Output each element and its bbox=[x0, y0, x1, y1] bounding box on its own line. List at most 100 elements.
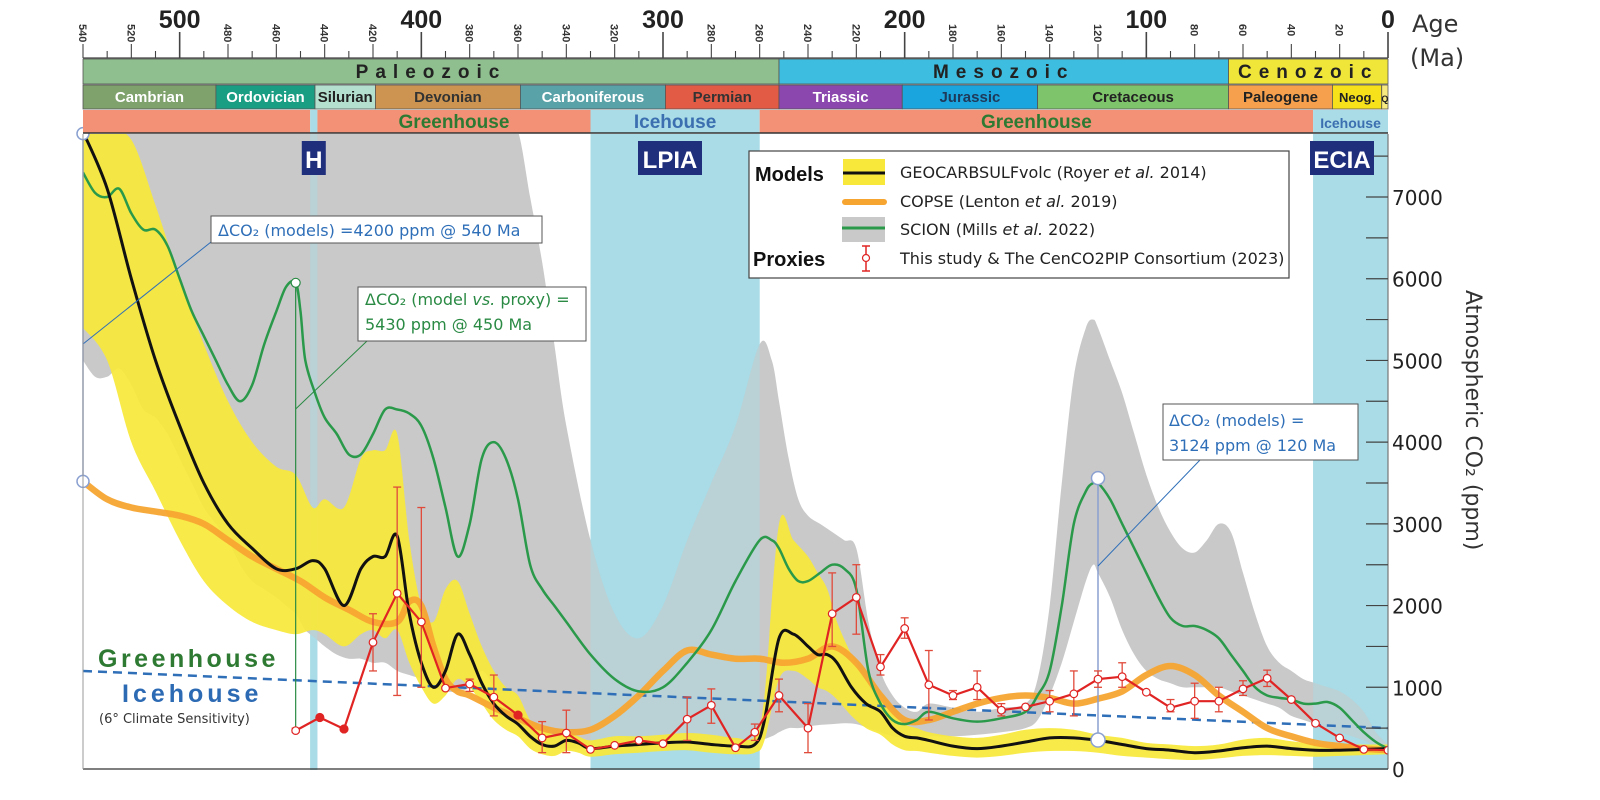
x-minor-tick-label: 220 bbox=[849, 24, 861, 42]
proxy-point bbox=[774, 691, 784, 700]
period-ordovician bbox=[215, 84, 316, 110]
proxy-point bbox=[392, 588, 402, 598]
x-major-tick-label: 300 bbox=[642, 6, 684, 34]
proxy-point bbox=[1141, 687, 1151, 697]
x-axis-title-line2: (Ma) bbox=[1410, 44, 1464, 72]
climate-sensitivity-label: (6° Climate Sensitivity) bbox=[99, 712, 250, 727]
x-minor-tick-label: 340 bbox=[559, 24, 571, 42]
annotation-540-leader bbox=[82, 241, 212, 345]
proxy-point bbox=[561, 728, 571, 738]
period-label: Devonian bbox=[414, 89, 482, 106]
x-minor-tick-label: 260 bbox=[753, 24, 765, 42]
copse-line bbox=[83, 478, 1388, 754]
proxy-point bbox=[972, 682, 982, 692]
period-label: Carboniferous bbox=[542, 89, 645, 106]
geologic-timescale: Paleozoic Mesozoic Cenozoic Cambrian Ordovic… bbox=[82, 58, 1389, 134]
period-jurassic bbox=[901, 84, 1038, 110]
climate-state-label: Icehouse bbox=[1320, 115, 1381, 131]
legend: Models Proxies GEOCARBSULFvolc (Royer et… bbox=[748, 150, 1290, 279]
proxy-point bbox=[1166, 703, 1175, 713]
annotation-120ma: ΔCO₂ (models) = 3124 ppm @ 120 Ma bbox=[1162, 403, 1359, 461]
era-label: Mesozoic bbox=[933, 62, 1075, 83]
period-label: Cretaceous bbox=[1092, 89, 1174, 106]
period-label: Permian bbox=[693, 89, 752, 106]
x-minor-tick-label: 140 bbox=[1043, 24, 1055, 42]
x-minor-tick-label: 520 bbox=[124, 24, 136, 42]
x-minor-tick-label: 460 bbox=[269, 24, 281, 42]
period-paleogene bbox=[1228, 84, 1333, 110]
ice-age-badge-lpia bbox=[638, 141, 702, 175]
climate-state-label: Icehouse bbox=[634, 112, 716, 133]
proxy-point bbox=[731, 743, 740, 753]
proxy-point bbox=[750, 727, 760, 737]
climate-state-label: Greenhouse bbox=[981, 112, 1092, 133]
proxy-point bbox=[315, 712, 325, 723]
proxy-point bbox=[827, 609, 837, 619]
x-minor-tick-label: 180 bbox=[946, 24, 958, 42]
proxy-point bbox=[1286, 695, 1296, 704]
x-minor-tick-label: 280 bbox=[704, 24, 716, 42]
x-major-tick-label: 200 bbox=[884, 6, 926, 34]
y-tick-label: 3000 bbox=[1392, 513, 1443, 537]
y-tick-label: 5000 bbox=[1392, 349, 1443, 373]
proxy-point bbox=[339, 724, 349, 734]
legend-copse-label: COPSE (Lenton et al. 2019) bbox=[900, 192, 1118, 211]
y-tick-label: 6000 bbox=[1392, 268, 1443, 292]
ice-overlay-h bbox=[310, 134, 318, 770]
proxy-line bbox=[295, 592, 1388, 752]
proxy-point bbox=[634, 736, 644, 745]
proxy-point bbox=[1262, 673, 1272, 683]
ice-age-badge-label: H bbox=[305, 147, 322, 174]
proxy-point bbox=[1093, 674, 1103, 684]
proxy-point bbox=[924, 680, 934, 690]
ice-age-labels: H LPIA ECIA bbox=[301, 141, 1374, 175]
climate-state-icehouse bbox=[310, 110, 318, 133]
annotation-450ma: ΔCO₂ (model vs. proxy) = 5430 ppm @ 450 … bbox=[357, 286, 587, 342]
proxy-point bbox=[900, 624, 910, 633]
legend-geocarb-label: GEOCARBSULFvolc (Royer et al. 2014) bbox=[900, 163, 1207, 182]
x-major-tick-label: 500 bbox=[159, 6, 201, 34]
x-minor-tick-label: 480 bbox=[221, 24, 233, 42]
period-label: Q bbox=[1381, 94, 1388, 104]
x-minor-tick-label: 540 bbox=[76, 24, 88, 42]
proxy-point bbox=[1359, 744, 1369, 754]
period-label: Ordovician bbox=[226, 89, 304, 106]
legend-scion-label: SCION (Mills et al. 2022) bbox=[900, 220, 1095, 239]
era-label: Paleozoic bbox=[356, 62, 507, 83]
legend-models-title: Models bbox=[755, 164, 824, 186]
x-major-tick-label: 100 bbox=[1125, 6, 1167, 34]
period-label: Triassic bbox=[813, 89, 869, 106]
greenhouse-region-label: Greenhouse bbox=[98, 645, 279, 673]
proxy-point bbox=[1214, 696, 1224, 706]
x-minor-tick-label: 60 bbox=[1236, 24, 1248, 36]
annotation-120-top-marker bbox=[1090, 470, 1106, 486]
y-tick-label: 0 bbox=[1392, 758, 1405, 782]
proxy-point bbox=[1069, 689, 1079, 699]
annotation-450ma-line1: ΔCO₂ (model vs. proxy) = bbox=[365, 290, 570, 309]
climate-state-greenhouse bbox=[317, 110, 591, 133]
proxy-point bbox=[513, 710, 523, 720]
ice-age-badge-h bbox=[301, 141, 326, 175]
y-tick-label: 7000 bbox=[1392, 186, 1443, 210]
annotation-120-bottom-marker bbox=[1090, 732, 1106, 748]
x-minor-tick-label: 40 bbox=[1284, 24, 1296, 36]
annotation-540ma: ΔCO₂ (models) =4200 ppm @ 540 Ma bbox=[210, 215, 543, 244]
x-minor-tick-label: 160 bbox=[994, 24, 1006, 42]
annotation-450-leader bbox=[295, 340, 368, 410]
era-label: Cenozoic bbox=[1238, 62, 1378, 83]
x-major-tick-label: 400 bbox=[400, 6, 442, 34]
proxy-point bbox=[368, 637, 378, 647]
legend-proxies-title: Proxies bbox=[753, 249, 825, 271]
proxy-point bbox=[441, 683, 450, 693]
climate-state-greenhouse bbox=[759, 110, 1314, 133]
proxy-point bbox=[1311, 718, 1320, 728]
period-silurian bbox=[314, 84, 376, 110]
proxy-point bbox=[1117, 672, 1127, 682]
proxy-point bbox=[803, 723, 813, 733]
y-axis-title: Atmospheric CO₂ (ppm) bbox=[1460, 290, 1485, 550]
x-minor-tick-label: 360 bbox=[511, 24, 523, 42]
annotation-450ma-line2: 5430 ppm @ 450 Ma bbox=[365, 315, 532, 334]
era-paleozoic bbox=[82, 58, 780, 85]
threshold-dashed-line bbox=[83, 669, 1388, 730]
